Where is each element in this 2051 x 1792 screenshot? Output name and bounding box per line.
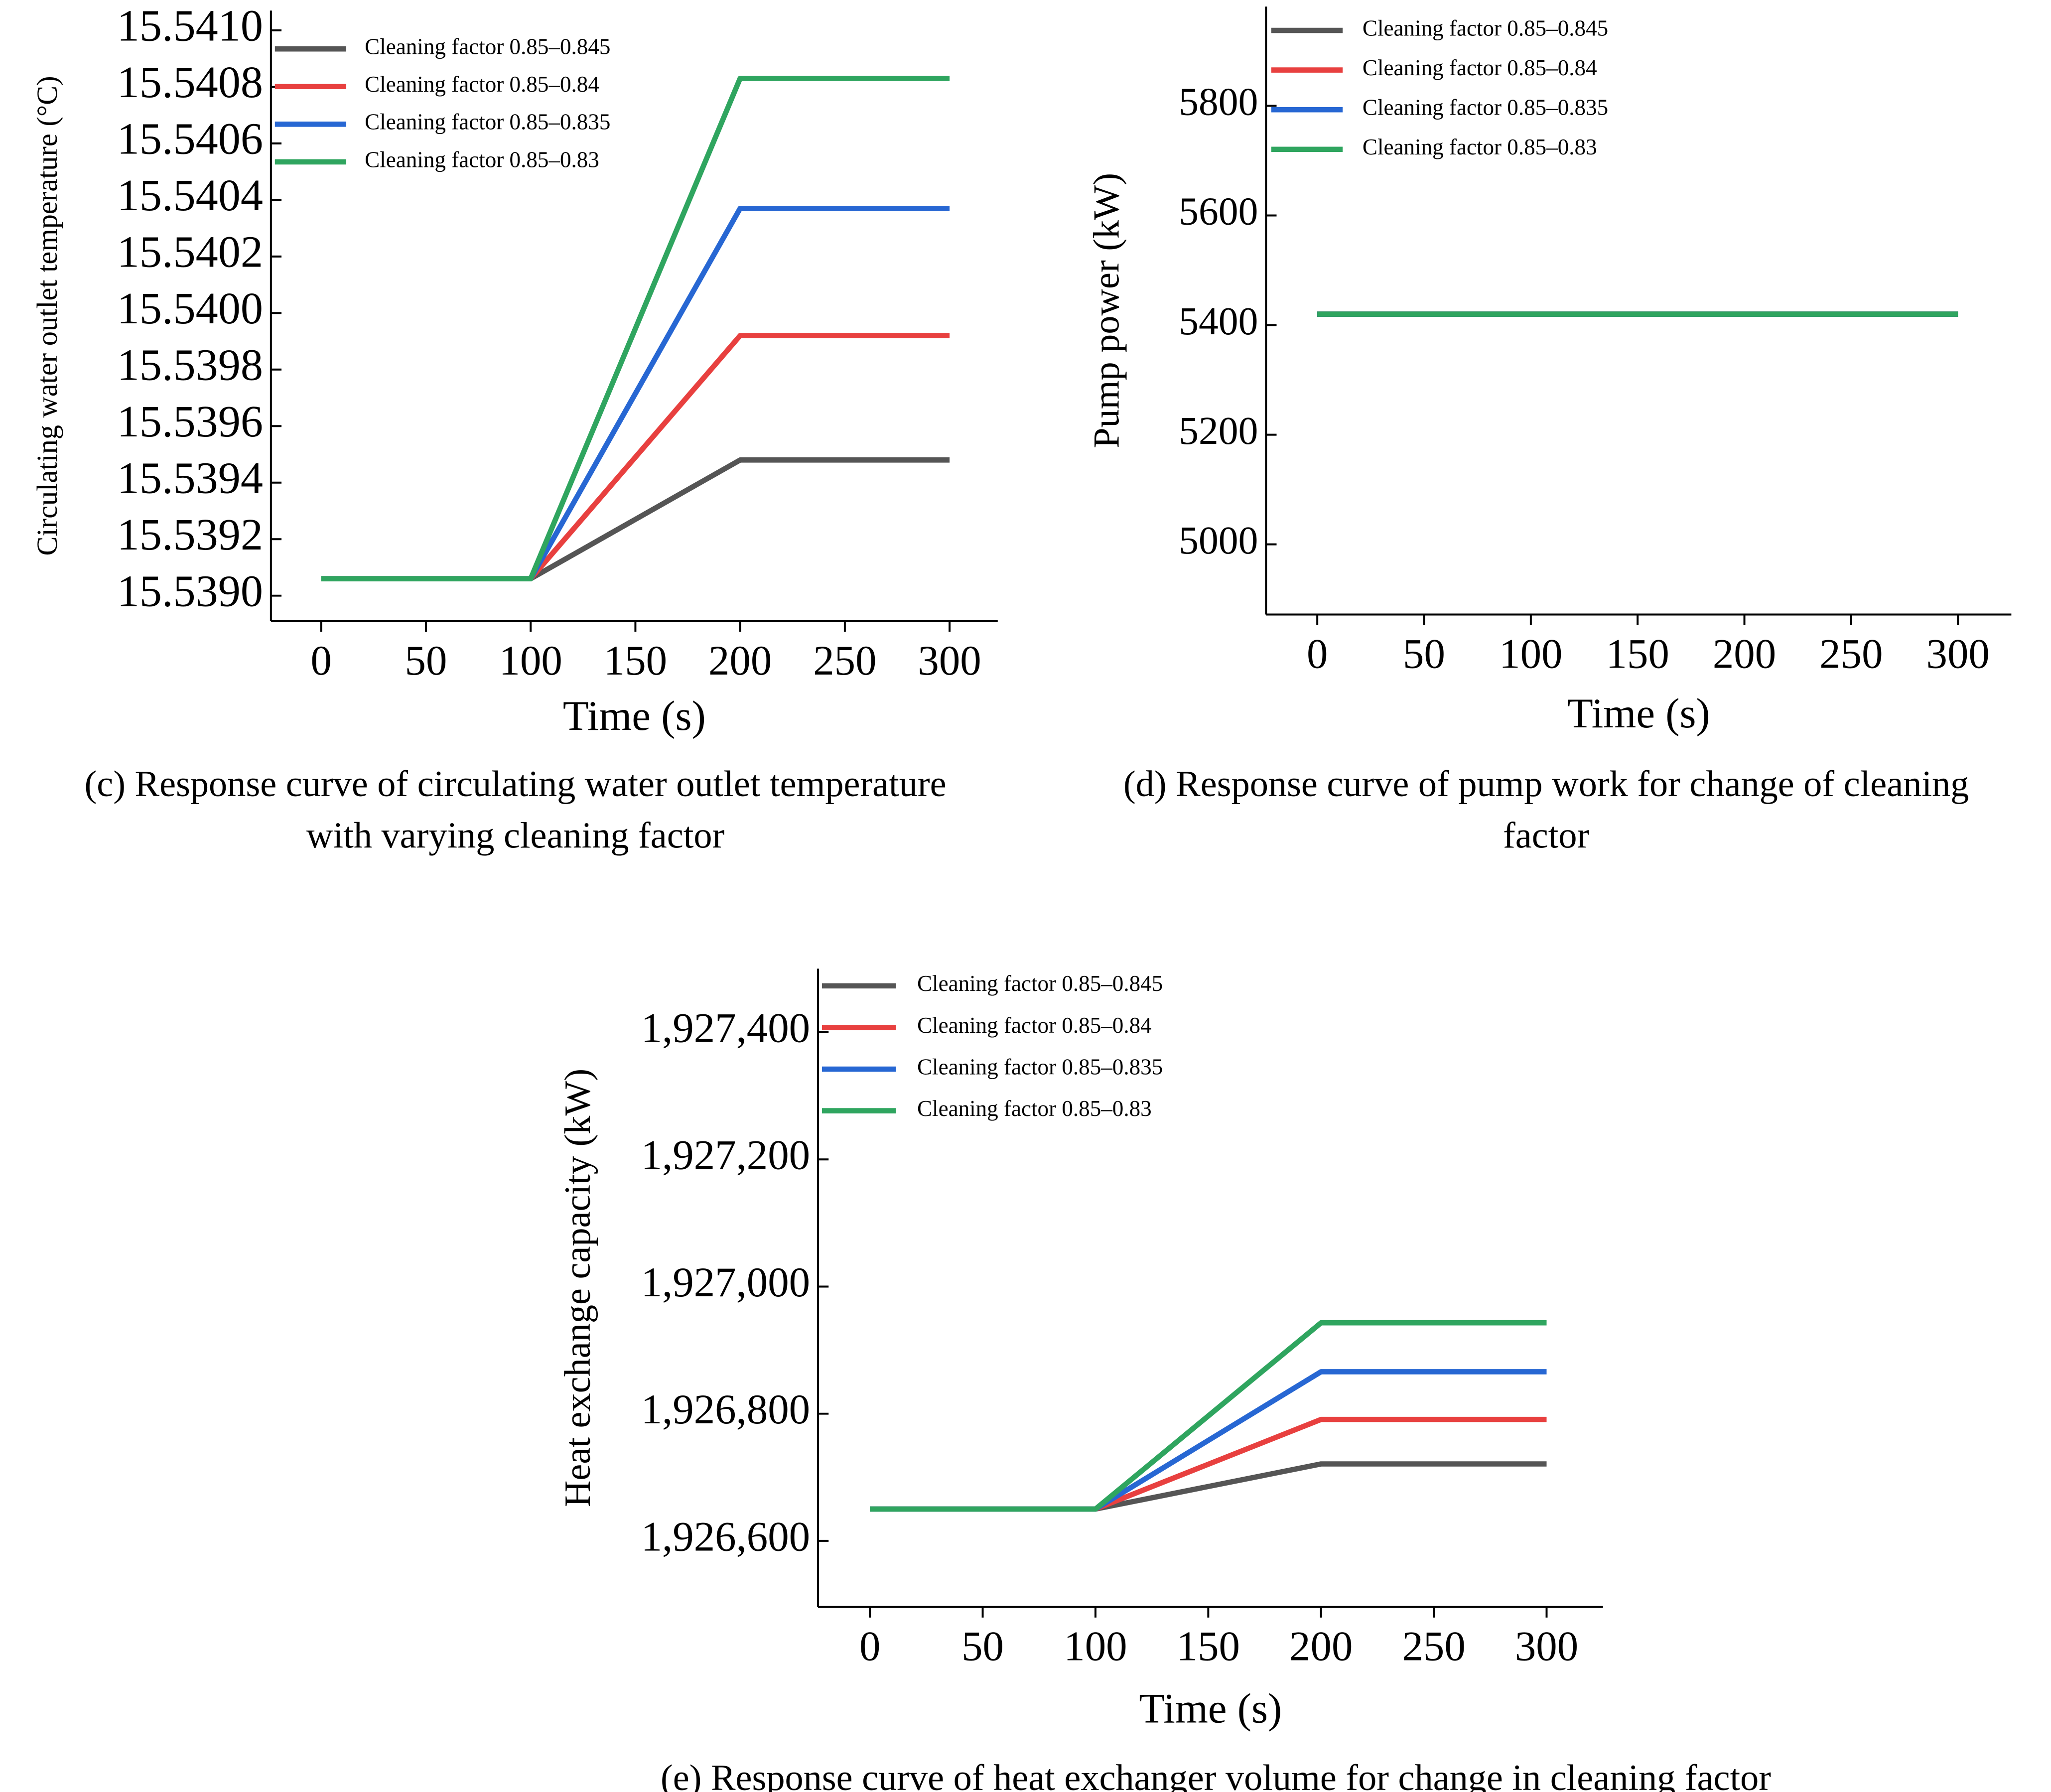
x-tick-label: 50 (961, 1623, 1004, 1670)
x-tick-label: 250 (1402, 1623, 1465, 1670)
legend-label: Cleaning factor 0.85–0.84 (917, 1013, 1152, 1038)
x-tick-label: 150 (1177, 1623, 1240, 1670)
y-tick-label: 1,927,400 (641, 1004, 811, 1051)
x-tick-label: 250 (813, 637, 876, 684)
caption: factor (1503, 815, 1589, 856)
legend-label: Cleaning factor 0.85–0.83 (1363, 135, 1597, 159)
x-tick-label: 200 (1289, 1623, 1353, 1670)
legend-label: Cleaning factor 0.85–0.83 (917, 1096, 1152, 1121)
caption: with varying cleaning factor (306, 815, 725, 856)
y-tick-label: 5400 (1179, 299, 1258, 343)
x-tick-label: 200 (708, 637, 772, 684)
legend-label: Cleaning factor 0.85–0.83 (365, 147, 599, 172)
x-tick-label: 0 (859, 1623, 880, 1670)
x-tick-label: 0 (311, 637, 332, 684)
y-tick-label: 5600 (1179, 190, 1258, 234)
y-axis-label: Pump power (kW) (1086, 173, 1127, 448)
y-tick-label: 15.5394 (117, 453, 263, 503)
x-tick-label: 300 (1926, 631, 1990, 678)
caption: (d) Response curve of pump work for chan… (1123, 764, 1969, 805)
x-tick-label: 0 (1307, 631, 1328, 678)
x-tick-label: 250 (1819, 631, 1883, 678)
legend-label: Cleaning factor 0.85–0.835 (1363, 95, 1608, 120)
x-tick-label: 300 (1515, 1623, 1578, 1670)
legend-label: Cleaning factor 0.85–0.835 (917, 1054, 1163, 1079)
series-line (321, 76, 950, 581)
x-axis-label: Time (s) (1139, 1685, 1282, 1732)
x-tick-label: 100 (499, 637, 562, 684)
legend-label: Cleaning factor 0.85–0.845 (1363, 15, 1608, 40)
y-tick-label: 15.5402 (117, 227, 263, 277)
series-line (321, 206, 950, 581)
y-tick-label: 5200 (1179, 409, 1258, 453)
x-tick-label: 300 (918, 637, 981, 684)
y-axis-label: Circulating water outlet temperature (°C… (31, 76, 63, 556)
y-tick-label: 15.5390 (117, 566, 263, 616)
y-tick-label: 5000 (1179, 519, 1258, 562)
y-tick-label: 15.5406 (117, 114, 263, 164)
legend-label: Cleaning factor 0.85–0.845 (365, 34, 610, 59)
x-tick-label: 200 (1713, 631, 1776, 678)
x-tick-label: 150 (604, 637, 667, 684)
y-axis-label: Heat exchange capacity (kW) (557, 1069, 598, 1507)
series-line (870, 1320, 1547, 1512)
y-tick-label: 15.5398 (117, 340, 263, 390)
series-line (870, 1461, 1547, 1512)
y-tick-label: 15.5400 (117, 283, 263, 333)
y-tick-label: 15.5392 (117, 510, 263, 559)
series-line (321, 457, 950, 581)
x-axis-label: Time (s) (563, 692, 706, 739)
x-tick-label: 50 (1403, 631, 1445, 678)
caption: (c) Response curve of circulating water … (85, 764, 947, 805)
y-tick-label: 1,926,600 (641, 1513, 811, 1560)
legend-label: Cleaning factor 0.85–0.84 (365, 72, 599, 97)
caption: (e) Response curve of heat exchanger vol… (661, 1758, 1771, 1792)
y-tick-label: 1,926,800 (641, 1386, 811, 1433)
x-tick-label: 150 (1606, 631, 1669, 678)
x-tick-label: 100 (1499, 631, 1562, 678)
y-tick-label: 5800 (1179, 80, 1258, 124)
y-tick-label: 1,927,000 (641, 1259, 811, 1306)
x-tick-label: 50 (405, 637, 447, 684)
x-axis-label: Time (s) (1567, 690, 1710, 737)
y-tick-label: 15.5396 (117, 397, 263, 446)
legend-label: Cleaning factor 0.85–0.84 (1363, 55, 1597, 80)
y-tick-label: 15.5410 (117, 1, 263, 51)
y-tick-label: 1,927,200 (641, 1132, 811, 1179)
series-line (321, 333, 950, 581)
x-tick-label: 100 (1064, 1623, 1127, 1670)
legend-label: Cleaning factor 0.85–0.835 (365, 110, 610, 135)
y-tick-label: 15.5404 (117, 170, 263, 220)
legend-label: Cleaning factor 0.85–0.845 (917, 971, 1163, 996)
y-tick-label: 15.5408 (117, 57, 263, 107)
